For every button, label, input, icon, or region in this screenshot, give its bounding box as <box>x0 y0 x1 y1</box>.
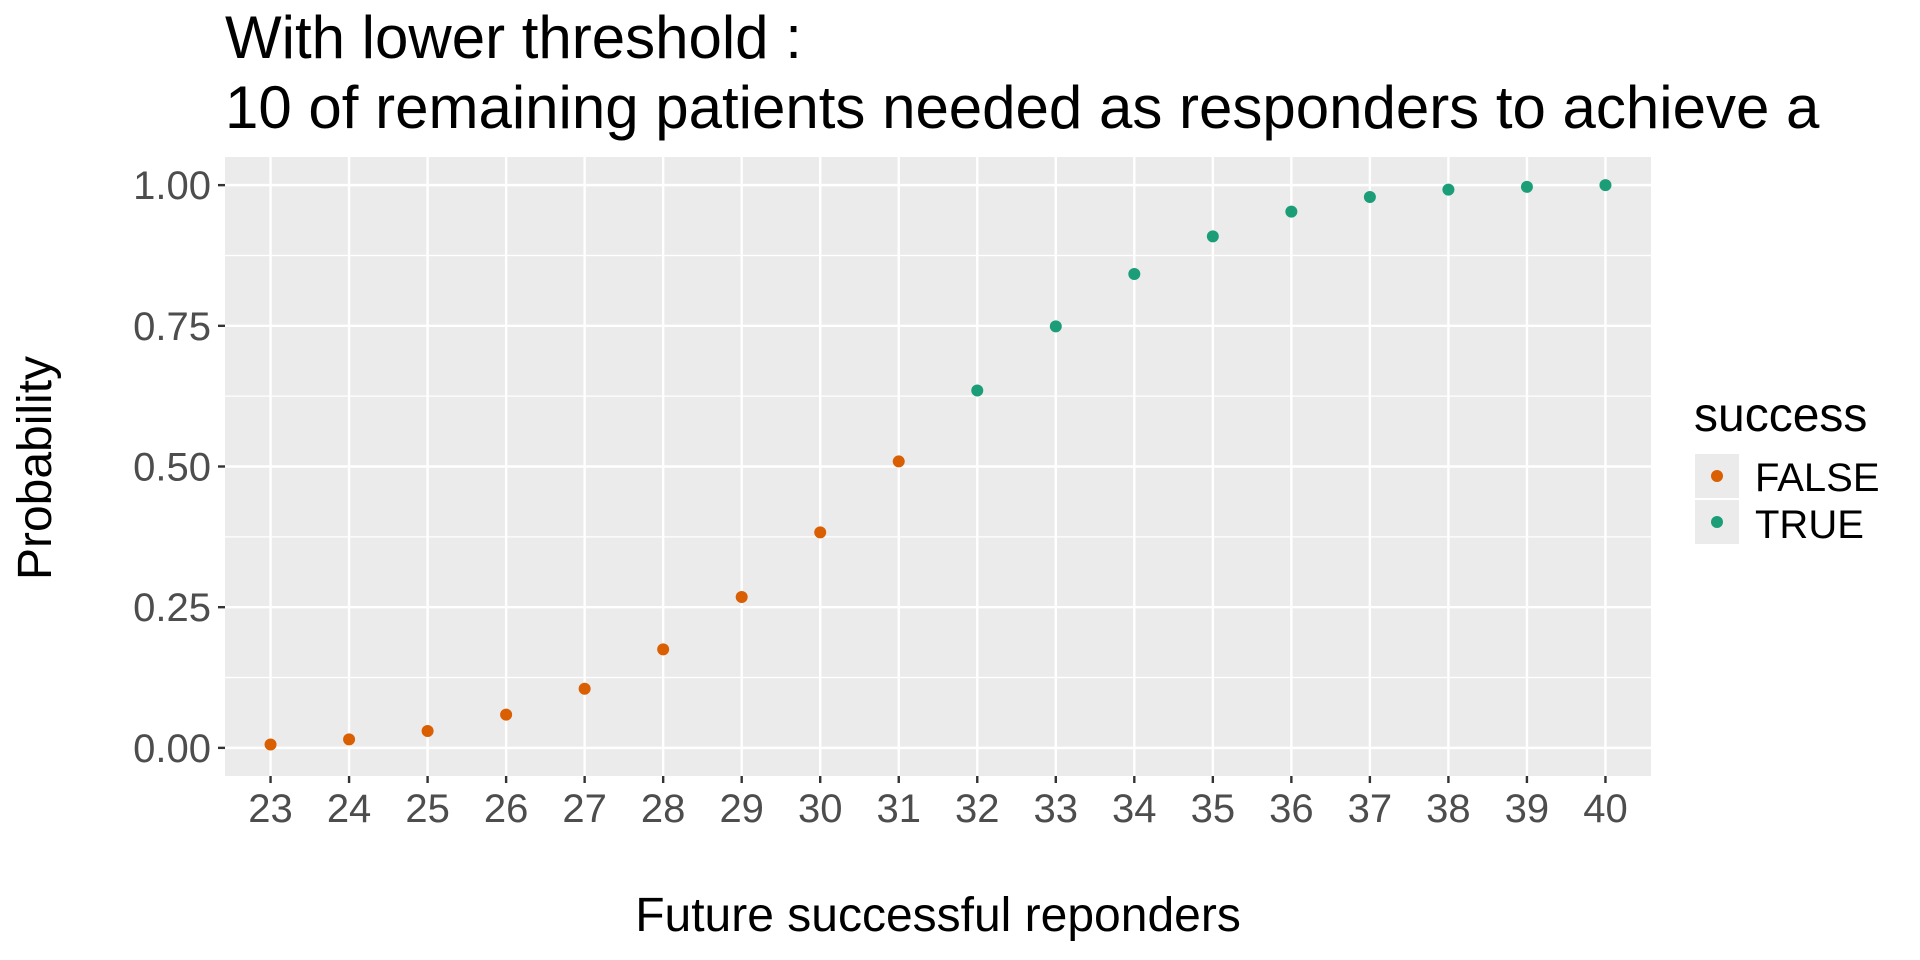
x-tick-label: 25 <box>405 787 450 831</box>
x-tick-label: 24 <box>327 787 372 831</box>
chart-title-line-1: With lower threshold : <box>225 4 802 71</box>
x-tick-label: 32 <box>955 787 1000 831</box>
x-tick-label: 34 <box>1112 787 1157 831</box>
data-point-false <box>735 591 748 604</box>
data-points <box>264 179 1612 751</box>
y-tick-label: 0.50 <box>133 446 211 490</box>
x-tick-label: 35 <box>1191 787 1236 831</box>
x-axis: 23 24 25 26 27 28 29 30 31 32 33 34 35 36 37 38 39 40 <box>248 776 1628 831</box>
legend-label-true: TRUE <box>1755 503 1864 547</box>
data-point-true <box>1520 180 1533 193</box>
data-point-true <box>1206 230 1219 243</box>
x-tick-label: 36 <box>1269 787 1314 831</box>
data-point-false <box>657 643 670 656</box>
x-tick-label: 37 <box>1348 787 1393 831</box>
x-tick-label: 30 <box>798 787 843 831</box>
legend-label-false: FALSE <box>1755 456 1880 500</box>
data-point-true <box>1599 179 1612 192</box>
x-tick-label: 39 <box>1505 787 1550 831</box>
x-tick-label: 31 <box>876 787 921 831</box>
data-point-true <box>1285 205 1298 218</box>
x-tick-label: 40 <box>1583 787 1628 831</box>
legend-marker-false <box>1711 470 1723 482</box>
data-point-false <box>814 526 827 539</box>
y-tick-label: 0.00 <box>133 727 211 771</box>
data-point-true <box>1442 183 1455 196</box>
data-point-false <box>421 724 434 737</box>
data-point-false <box>343 733 356 746</box>
legend-title: success <box>1694 389 1867 442</box>
x-tick-label: 33 <box>1034 787 1079 831</box>
grid-minor <box>225 254 1651 679</box>
y-axis: 0.00 0.25 0.50 0.75 1.00 <box>133 164 225 771</box>
data-point-true <box>1128 268 1141 281</box>
y-tick-label: 0.75 <box>133 305 211 349</box>
x-tick-label: 27 <box>562 787 607 831</box>
x-tick-label: 29 <box>719 787 764 831</box>
data-point-false <box>264 738 277 751</box>
x-tick-label: 23 <box>248 787 293 831</box>
grid-major <box>225 157 1651 776</box>
data-point-true <box>1363 190 1376 203</box>
x-axis-title: Future successful reponders <box>635 889 1241 942</box>
data-point-true <box>971 384 984 397</box>
data-point-false <box>892 455 905 468</box>
y-tick-label: 1.00 <box>133 164 211 208</box>
chart-title-line-2: 10 of remaining patients needed as respo… <box>225 74 1820 141</box>
legend: success FALSE TRUE <box>1694 389 1880 547</box>
data-point-false <box>578 682 591 695</box>
x-tick-label: 28 <box>641 787 686 831</box>
data-point-false <box>500 708 513 721</box>
legend-marker-true <box>1711 516 1723 528</box>
chart-title: With lower threshold : 10 of remaining p… <box>225 4 1820 141</box>
x-tick-label: 38 <box>1426 787 1471 831</box>
y-axis-title: Probability <box>9 356 62 580</box>
x-tick-label: 26 <box>484 787 529 831</box>
data-point-true <box>1049 320 1062 333</box>
y-tick-label: 0.25 <box>133 586 211 630</box>
